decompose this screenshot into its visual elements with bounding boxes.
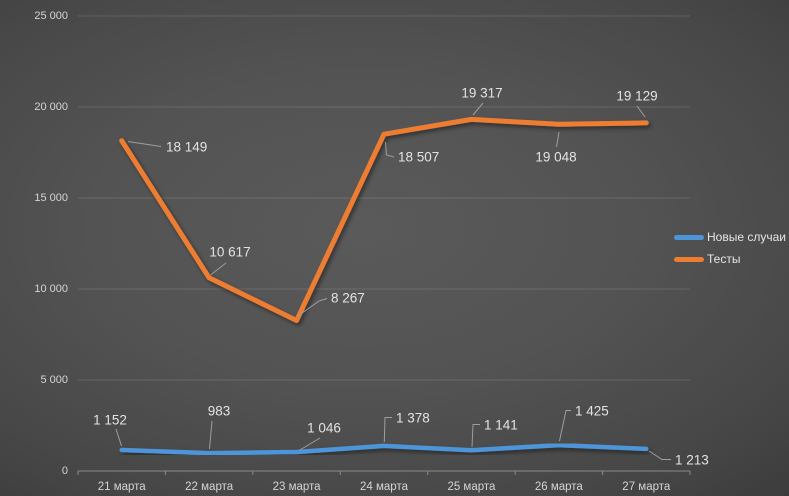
x-axis-tick-label: 21 марта	[98, 481, 147, 493]
legend-label-new-cases: Новые случаи	[707, 230, 786, 244]
data-label-leader-line	[385, 141, 395, 158]
legend-item-new-cases[interactable]: Новые случаи	[674, 226, 786, 248]
x-axis-tick-label: 24 марта	[360, 481, 409, 493]
legend-item-tests[interactable]: Тесты	[674, 248, 786, 270]
data-label-leader-line	[297, 298, 328, 317]
y-axis-tick-label: 25 000	[34, 10, 68, 22]
x-axis-tick-label: 25 марта	[447, 481, 496, 493]
data-label-leader-line	[209, 420, 213, 450]
data-label-leader-line	[472, 102, 484, 116]
x-axis-tick-label: 23 марта	[273, 481, 322, 493]
data-label-leader-line	[383, 417, 392, 443]
x-axis-tick-label: 22 марта	[185, 481, 234, 493]
data-label-leader-line	[556, 131, 560, 148]
legend-label-tests: Тесты	[707, 252, 741, 266]
data-label: 19 317	[461, 86, 502, 101]
series-line-tests[interactable]	[119, 116, 649, 323]
data-label: 1 378	[396, 411, 430, 426]
data-label: 19 129	[616, 89, 657, 104]
data-label: 18 507	[398, 150, 439, 165]
y-axis-tick-label: 10 000	[34, 283, 68, 295]
x-axis-tick-label: 27 марта	[622, 481, 671, 493]
data-label-leader-line	[471, 424, 480, 448]
y-axis-tick-label: 0	[62, 465, 68, 477]
data-label: 983	[208, 404, 231, 419]
y-axis-tick-label: 5 000	[40, 374, 68, 386]
data-label: 18 149	[166, 140, 207, 155]
y-axis-tick-label: 20 000	[34, 101, 68, 113]
data-label: 1 425	[575, 404, 609, 419]
data-label: 19 048	[535, 150, 576, 165]
x-axis-tick-label: 26 марта	[535, 481, 584, 493]
data-label-leader-line	[115, 428, 122, 447]
data-label: 10 617	[209, 245, 250, 260]
data-label-leader-line	[127, 141, 162, 147]
data-label-leader-line	[559, 410, 571, 442]
data-label-leader-line	[648, 450, 671, 460]
data-label: 1 046	[307, 421, 341, 436]
data-label-leader-line	[298, 437, 321, 451]
chart-legend: Новые случаи Тесты	[674, 226, 786, 270]
legend-swatch-tests-icon	[674, 256, 704, 262]
data-label-leader-line	[210, 262, 227, 276]
y-axis-tick-label: 15 000	[34, 192, 68, 204]
series-line-new-cases[interactable]	[119, 442, 649, 456]
data-label: 1 141	[484, 418, 518, 433]
legend-swatch-new-cases-icon	[674, 234, 704, 240]
data-label: 8 267	[331, 291, 365, 306]
data-label: 1 213	[675, 453, 709, 468]
data-label-leader-line	[636, 105, 646, 118]
data-label: 1 152	[93, 413, 127, 428]
